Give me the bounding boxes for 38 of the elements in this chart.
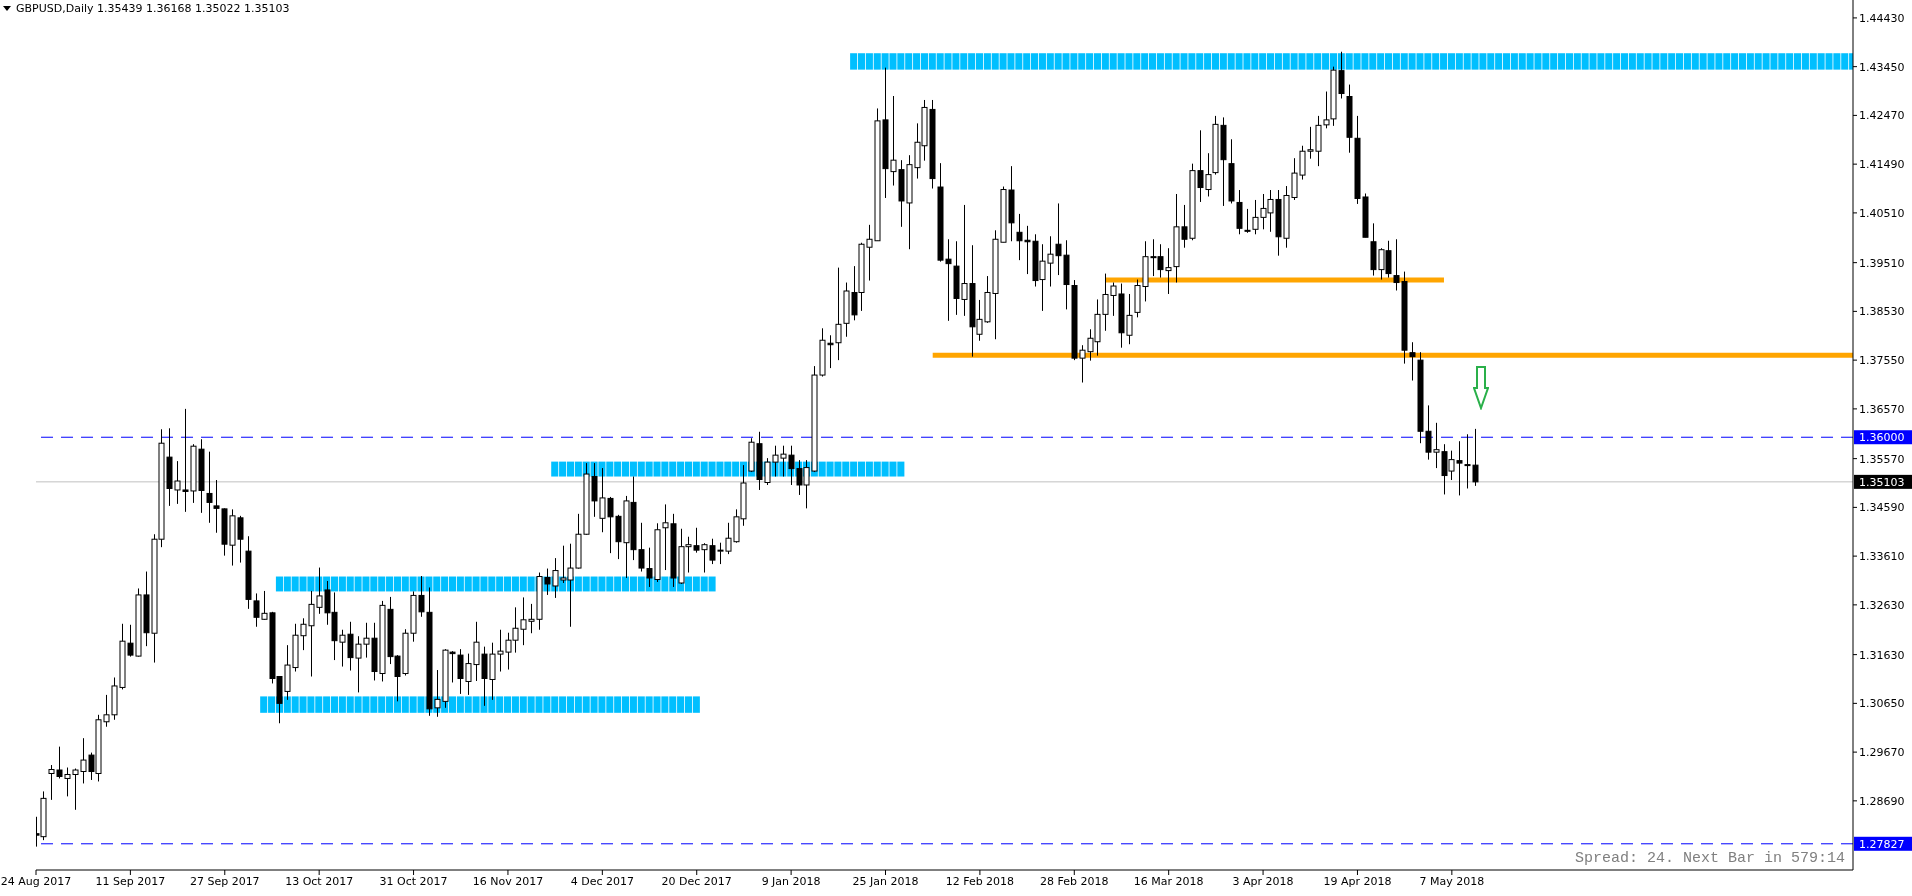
x-tick-label: 27 Sep 2017	[189, 874, 260, 888]
x-tick-label: 3 Apr 2018	[1232, 874, 1294, 888]
x-tick-label: 12 Feb 2018	[945, 874, 1015, 888]
y-tick-label: 1.30650	[1859, 697, 1905, 711]
ref-line-label: 1.36000	[1859, 431, 1905, 445]
x-tick-label: 16 Mar 2018	[1133, 874, 1204, 888]
x-tick-label: 19 Apr 2018	[1323, 874, 1392, 888]
ref-line-label: 1.27827	[1859, 837, 1905, 851]
annotation: Spread: 24. Next Bar in 579:14	[1574, 850, 1845, 868]
x-tick-label: 31 Oct 2017	[379, 874, 448, 888]
y-tick-label: 1.37550	[1859, 354, 1905, 368]
x-tick-label: 4 Dec 2017	[570, 874, 634, 888]
chart-title: GBPUSD,Daily 1.35439 1.36168 1.35022 1.35103	[16, 2, 290, 15]
x-tick-label: 11 Sep 2017	[95, 874, 166, 888]
y-tick-label: 1.29670	[1859, 746, 1905, 760]
ref-line-label: 1.35103	[1859, 475, 1905, 489]
x-tick-label: 25 Jan 2018	[852, 874, 919, 888]
y-tick-label: 1.32630	[1859, 598, 1905, 612]
x-tick-label: 13 Oct 2017	[285, 874, 354, 888]
y-tick-label: 1.34590	[1859, 501, 1905, 515]
y-tick-label: 1.36570	[1859, 402, 1905, 416]
x-tick-label: 20 Dec 2017	[661, 874, 732, 888]
x-tick-label: 7 May 2018	[1419, 874, 1485, 888]
y-tick-label: 1.38530	[1859, 305, 1905, 319]
y-tick-label: 1.31630	[1859, 648, 1905, 662]
y-tick-label: 1.33610	[1859, 550, 1905, 564]
y-tick-label: 1.44430	[1859, 11, 1905, 25]
x-tick-label: 28 Feb 2018	[1040, 874, 1109, 888]
x-tick-label: 9 Jan 2018	[761, 874, 821, 888]
y-tick-label: 1.28690	[1859, 794, 1905, 808]
y-tick-label: 1.42470	[1859, 109, 1905, 123]
y-tick-label: 1.43450	[1859, 60, 1905, 74]
y-tick-label: 1.41490	[1859, 158, 1905, 172]
x-tick-label: 16 Nov 2017	[472, 874, 544, 888]
y-tick-label: 1.35570	[1859, 452, 1905, 466]
y-tick-label: 1.40510	[1859, 206, 1905, 220]
y-tick-label: 1.39510	[1859, 256, 1905, 270]
x-tick-label: 24 Aug 2017	[0, 874, 72, 888]
